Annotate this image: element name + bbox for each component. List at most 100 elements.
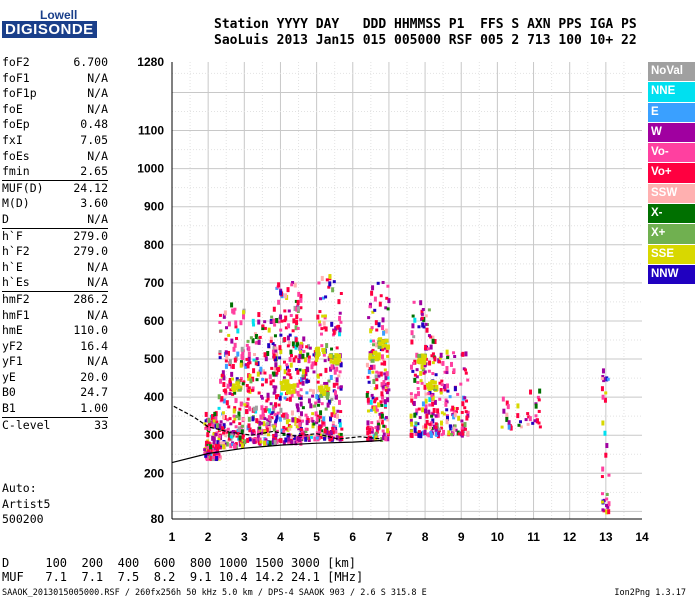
echo-point xyxy=(368,355,373,360)
echo-point xyxy=(317,425,321,431)
echo-point xyxy=(256,434,260,440)
echo-point xyxy=(291,417,295,423)
echo-point xyxy=(211,423,215,429)
echo-point xyxy=(210,448,214,454)
echo-point xyxy=(305,345,309,349)
echo-point xyxy=(232,414,236,418)
echo-point xyxy=(284,293,288,299)
echo-point xyxy=(606,377,610,381)
param-row: hmF2 286.2 xyxy=(2,290,108,308)
echo-point xyxy=(245,343,249,347)
echo-point xyxy=(464,351,468,357)
param-value: 6.700 xyxy=(73,55,108,69)
echo-point xyxy=(382,380,386,386)
echo-point xyxy=(228,381,232,387)
echo-point xyxy=(605,493,609,497)
echo-point xyxy=(380,419,384,425)
echo-point xyxy=(381,325,385,331)
echo-point xyxy=(384,388,388,392)
echo-point xyxy=(247,346,251,352)
echo-point xyxy=(366,430,370,436)
echo-point xyxy=(288,390,293,395)
echo-point xyxy=(241,434,245,438)
echo-point xyxy=(272,408,276,414)
echo-point xyxy=(440,379,444,383)
echo-point xyxy=(274,420,278,424)
echo-point xyxy=(239,377,243,381)
echo-point xyxy=(271,411,275,415)
param-value: 0.48 xyxy=(80,117,108,132)
echo-point xyxy=(288,373,292,377)
echo-point xyxy=(301,380,305,386)
echo-point xyxy=(437,427,441,431)
echo-point xyxy=(322,437,326,441)
echo-point xyxy=(230,377,234,381)
echo-point xyxy=(251,338,255,344)
echo-point xyxy=(282,379,287,384)
echo-point xyxy=(502,408,506,414)
echo-point xyxy=(424,404,428,410)
echo-point xyxy=(289,349,293,355)
echo-point xyxy=(296,300,300,306)
echo-point xyxy=(375,408,379,412)
echo-point xyxy=(263,352,267,358)
y-tick-label: 80 xyxy=(151,512,165,526)
echo-point xyxy=(222,414,226,420)
echo-point xyxy=(464,410,468,414)
param-name: foE xyxy=(2,101,23,116)
echo-point xyxy=(266,418,270,422)
echo-point xyxy=(387,298,391,304)
echo-point xyxy=(372,406,376,412)
echo-point xyxy=(293,282,297,288)
echo-point xyxy=(338,436,342,440)
echo-point xyxy=(274,402,278,408)
echo-point xyxy=(335,382,339,386)
echo-point xyxy=(416,387,420,391)
echo-point xyxy=(415,368,419,372)
echo-point xyxy=(234,442,238,446)
param-row: foF1 N/A xyxy=(2,71,108,87)
legend-item: W xyxy=(648,122,695,143)
logo-digisonde: DIGISONDE xyxy=(2,21,97,38)
echo-point xyxy=(305,420,309,426)
echo-point xyxy=(446,356,450,360)
echo-point xyxy=(435,431,439,437)
echo-point xyxy=(288,333,292,337)
echo-point xyxy=(299,428,303,432)
echo-point xyxy=(376,425,380,431)
echo-point xyxy=(231,383,236,388)
echo-point xyxy=(412,335,416,339)
echo-point xyxy=(234,320,238,326)
echo-point xyxy=(460,428,464,434)
echo-point xyxy=(332,280,336,284)
echo-point xyxy=(302,430,306,434)
echo-point xyxy=(240,443,244,449)
echo-point xyxy=(370,393,374,397)
echo-point xyxy=(339,385,343,389)
echo-point xyxy=(379,400,383,404)
param-name: B0 xyxy=(2,385,16,400)
echo-point xyxy=(423,370,427,374)
echo-point xyxy=(297,360,301,364)
echo-point xyxy=(330,412,334,418)
echo-point xyxy=(334,424,338,428)
echo-point xyxy=(336,353,341,358)
echo-point xyxy=(538,388,542,394)
echo-point xyxy=(600,492,604,496)
echo-point xyxy=(417,353,422,358)
echo-point xyxy=(419,370,423,376)
param-value: 24.7 xyxy=(80,385,108,400)
echo-point xyxy=(266,440,270,444)
echo-point xyxy=(212,432,216,436)
echo-point xyxy=(332,427,336,431)
x-tick-label: 4 xyxy=(277,530,284,544)
echo-point xyxy=(286,335,290,341)
param-name: foF2 xyxy=(2,55,30,69)
echo-point xyxy=(417,358,422,363)
echo-point xyxy=(453,412,457,418)
echo-point xyxy=(258,420,262,426)
echo-point xyxy=(412,400,416,406)
echo-point xyxy=(269,402,273,406)
legend-item: NNW xyxy=(648,264,695,285)
echo-point xyxy=(411,323,415,329)
